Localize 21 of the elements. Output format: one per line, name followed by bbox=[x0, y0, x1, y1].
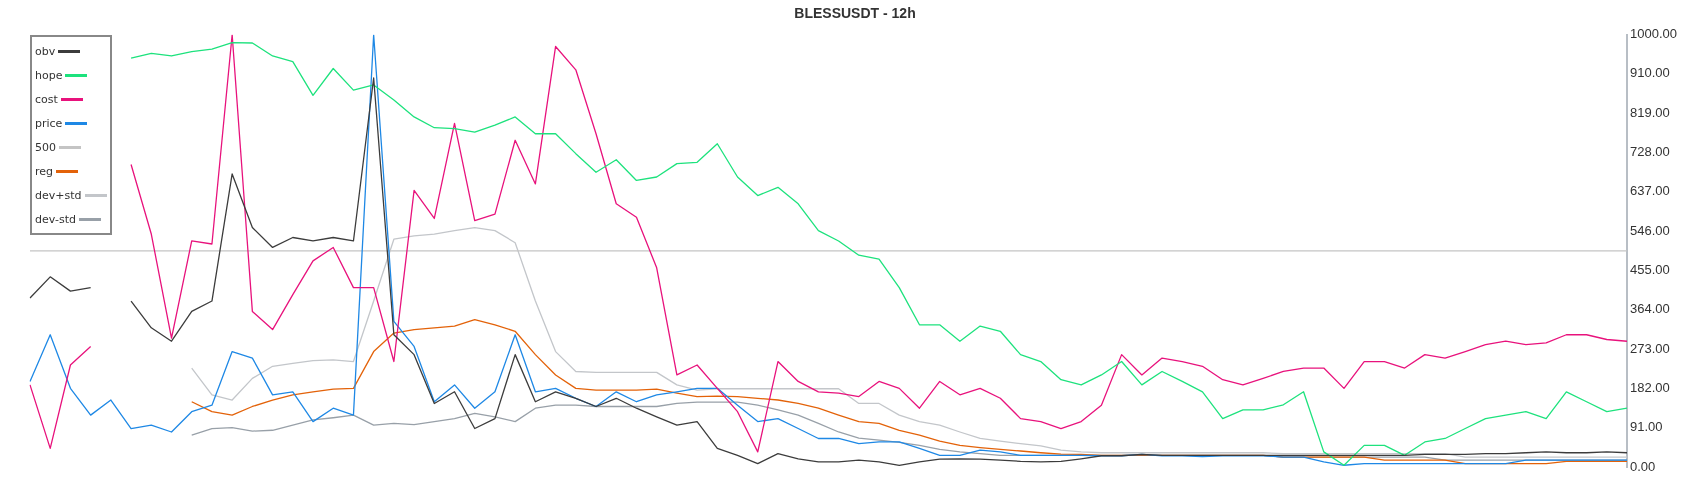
y-tick-label: 637.00 bbox=[1630, 183, 1670, 199]
legend-label: reg bbox=[35, 164, 54, 178]
y-tick-label: 910.00 bbox=[1630, 65, 1670, 81]
legend-label: cost bbox=[35, 92, 58, 106]
y-tick-label: 455.00 bbox=[1630, 261, 1670, 277]
y-tick-label: 546.00 bbox=[1630, 222, 1670, 238]
y-tick-label: 273.00 bbox=[1630, 340, 1670, 356]
legend-label: 500 bbox=[35, 140, 56, 154]
y-tick-label: 1000.00 bbox=[1630, 26, 1678, 42]
legend-label: dev-std bbox=[35, 212, 76, 226]
y-tick-label: 364.00 bbox=[1630, 301, 1670, 317]
y-tick-label: 182.00 bbox=[1630, 379, 1670, 395]
legend-label: obv bbox=[35, 44, 56, 58]
y-tick-label: 0.00 bbox=[1630, 458, 1656, 474]
legend-label: price bbox=[35, 116, 63, 130]
y-tick-label: 91.00 bbox=[1630, 419, 1663, 435]
y-tick-label: 728.00 bbox=[1630, 143, 1670, 159]
legend-label: hope bbox=[35, 68, 63, 82]
chart-title: BLESSUSDT - 12h bbox=[794, 5, 916, 22]
y-tick-label: 819.00 bbox=[1630, 104, 1670, 120]
legend-label: dev+std bbox=[35, 188, 82, 202]
